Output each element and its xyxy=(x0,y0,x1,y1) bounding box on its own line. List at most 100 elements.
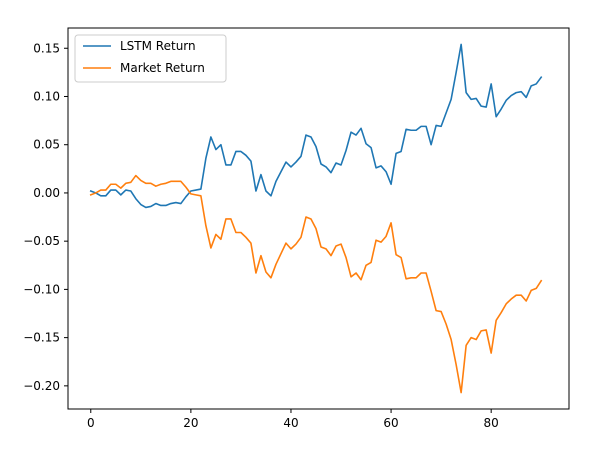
data-point-lstm-return xyxy=(215,149,217,151)
data-point-market-return xyxy=(410,277,412,279)
data-point-market-return xyxy=(460,392,462,394)
data-point-lstm-return xyxy=(170,203,172,205)
data-point-lstm-return xyxy=(385,171,387,173)
data-point-lstm-return xyxy=(175,202,177,204)
data-point-market-return xyxy=(430,290,432,292)
data-point-lstm-return xyxy=(400,150,402,152)
data-point-lstm-return xyxy=(440,125,442,127)
data-point-lstm-return xyxy=(310,136,312,138)
x-tick-label: 60 xyxy=(383,416,398,430)
data-point-lstm-return xyxy=(180,203,182,205)
series-layer xyxy=(89,43,543,394)
data-point-market-return xyxy=(310,218,312,220)
data-point-lstm-return xyxy=(520,91,522,93)
legend-box xyxy=(74,34,227,83)
data-point-lstm-return xyxy=(235,150,237,152)
data-point-lstm-return xyxy=(430,144,432,146)
data-point-market-return xyxy=(400,257,402,259)
data-point-market-return xyxy=(470,337,472,339)
data-point-lstm-return xyxy=(490,83,492,85)
data-point-lstm-return xyxy=(155,203,157,205)
x-tick-label: 20 xyxy=(183,416,198,430)
data-point-market-return xyxy=(495,319,497,321)
data-point-lstm-return xyxy=(200,188,202,190)
data-point-market-return xyxy=(145,182,147,184)
data-point-market-return xyxy=(175,180,177,182)
x-tick-label: 40 xyxy=(283,416,298,430)
data-point-market-return xyxy=(100,189,102,191)
data-point-lstm-return xyxy=(135,198,137,200)
data-point-market-return xyxy=(110,183,112,185)
data-point-lstm-return xyxy=(230,164,232,166)
legend: LSTM Return Market Return xyxy=(74,34,227,83)
data-point-lstm-return xyxy=(485,106,487,108)
data-point-lstm-return xyxy=(110,189,112,191)
data-point-market-return xyxy=(465,344,467,346)
data-point-market-return xyxy=(115,183,117,185)
data-point-lstm-return xyxy=(265,190,267,192)
series-line-market-return xyxy=(89,174,543,394)
data-point-market-return xyxy=(330,255,332,257)
data-point-market-return xyxy=(135,175,137,177)
data-point-lstm-return xyxy=(345,150,347,152)
data-point-market-return xyxy=(525,300,527,302)
data-point-market-return xyxy=(185,186,187,188)
data-point-market-return xyxy=(270,277,272,279)
data-point-lstm-return xyxy=(260,174,262,176)
y-tick-label: −0.05 xyxy=(23,234,60,248)
data-point-lstm-return xyxy=(270,195,272,197)
data-point-market-return xyxy=(455,364,457,366)
data-point-lstm-return xyxy=(140,204,142,206)
data-point-market-return xyxy=(305,216,307,218)
data-point-market-return xyxy=(540,280,542,282)
data-point-market-return xyxy=(265,271,267,273)
data-point-lstm-return xyxy=(275,180,277,182)
data-point-lstm-return xyxy=(425,125,427,127)
data-point-lstm-return xyxy=(225,164,227,166)
data-point-market-return xyxy=(255,272,257,274)
data-point-lstm-return xyxy=(465,92,467,94)
data-point-market-return xyxy=(220,238,222,240)
data-point-lstm-return xyxy=(315,146,317,148)
data-point-market-return xyxy=(155,185,157,187)
data-point-lstm-return xyxy=(145,206,147,208)
data-point-lstm-return xyxy=(150,205,152,207)
data-point-market-return xyxy=(390,222,392,224)
data-point-lstm-return xyxy=(540,76,542,78)
data-point-lstm-return xyxy=(480,105,482,107)
data-point-market-return xyxy=(500,312,502,314)
data-point-lstm-return xyxy=(420,125,422,127)
data-point-market-return xyxy=(195,194,197,196)
data-point-market-return xyxy=(415,277,417,279)
data-point-lstm-return xyxy=(530,85,532,87)
data-point-market-return xyxy=(300,236,302,238)
data-point-market-return xyxy=(480,330,482,332)
data-point-lstm-return xyxy=(165,204,167,206)
data-point-lstm-return xyxy=(220,144,222,146)
data-point-market-return xyxy=(515,294,517,296)
data-point-lstm-return xyxy=(355,134,357,136)
data-point-market-return xyxy=(385,235,387,237)
data-point-market-return xyxy=(315,228,317,230)
data-point-market-return xyxy=(125,182,127,184)
data-point-market-return xyxy=(230,218,232,220)
data-point-lstm-return xyxy=(390,183,392,185)
data-point-lstm-return xyxy=(160,204,162,206)
data-point-market-return xyxy=(180,180,182,182)
data-point-lstm-return xyxy=(510,95,512,97)
series-line-lstm-return xyxy=(89,43,543,209)
plot-frame xyxy=(67,27,570,410)
data-point-market-return xyxy=(190,193,192,195)
data-point-market-return xyxy=(245,236,247,238)
data-point-market-return xyxy=(285,242,287,244)
data-point-lstm-return xyxy=(240,150,242,152)
data-point-lstm-return xyxy=(185,196,187,198)
y-tick-label: 0.00 xyxy=(33,186,60,200)
y-tick-label: 0.10 xyxy=(33,89,60,103)
data-point-lstm-return xyxy=(305,134,307,136)
data-point-lstm-return xyxy=(350,131,352,133)
x-tick-label: 80 xyxy=(484,416,499,430)
data-point-market-return xyxy=(450,339,452,341)
data-point-lstm-return xyxy=(495,116,497,118)
data-point-lstm-return xyxy=(120,194,122,196)
